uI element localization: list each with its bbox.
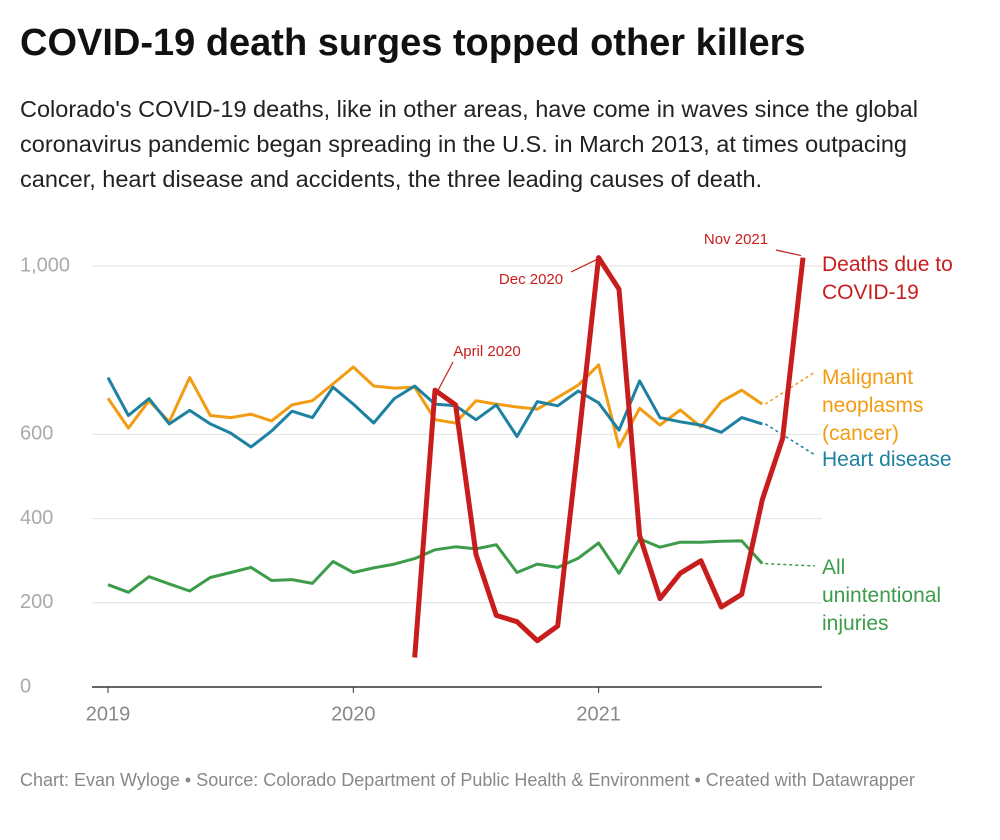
annotation-arrow (436, 361, 454, 393)
y-tick-label: 1,000 (20, 254, 70, 276)
annotation-arrow (570, 259, 597, 273)
y-tick-label: 0 (20, 675, 31, 697)
legend-label-line: neoplasms (822, 394, 924, 417)
annotation-arrow (775, 249, 802, 257)
legend-label-line: (cancer) (822, 422, 899, 445)
label-leader (764, 371, 816, 405)
y-tick-label: 600 (20, 423, 53, 445)
y-tick-label: 400 (20, 507, 53, 529)
chart-footer: Chart: Evan Wyloge • Source: Colorado De… (20, 770, 915, 790)
x-tick-label: 2019 (86, 703, 131, 725)
legend-label-line: injuries (822, 612, 889, 635)
annotation: Nov 2021 (704, 231, 768, 248)
legend-label-line: COVID-19 (822, 281, 919, 304)
chart-title: COVID-19 death surges topped other kille… (20, 22, 806, 64)
legend-label-line: unintentional (822, 584, 941, 607)
legend-label-line: Heart disease (822, 448, 952, 471)
chart-subtitle: Colorado's COVID-19 deaths, like in othe… (20, 96, 918, 192)
label-leader (764, 423, 816, 456)
legend-label: Malignant neoplasms (cancer) (822, 366, 924, 445)
series-line (412, 255, 806, 658)
series-line (107, 537, 764, 594)
legend-label: Deaths due to COVID-19 (822, 253, 953, 304)
x-tick-label: 2021 (576, 703, 621, 725)
annotation: April 2020 (453, 343, 521, 360)
legend-label-line: Deaths due to (822, 253, 953, 276)
legend-label-line: All (822, 556, 845, 579)
x-tick-label: 2020 (331, 703, 376, 725)
legend-label: Heart disease (822, 448, 952, 471)
annotation: Dec 2020 (499, 271, 563, 288)
legend-label: All unintentional injuries (822, 556, 941, 635)
y-tick-label: 200 (20, 591, 53, 613)
label-leader (765, 562, 816, 567)
legend-label-line: Malignant (822, 366, 913, 389)
